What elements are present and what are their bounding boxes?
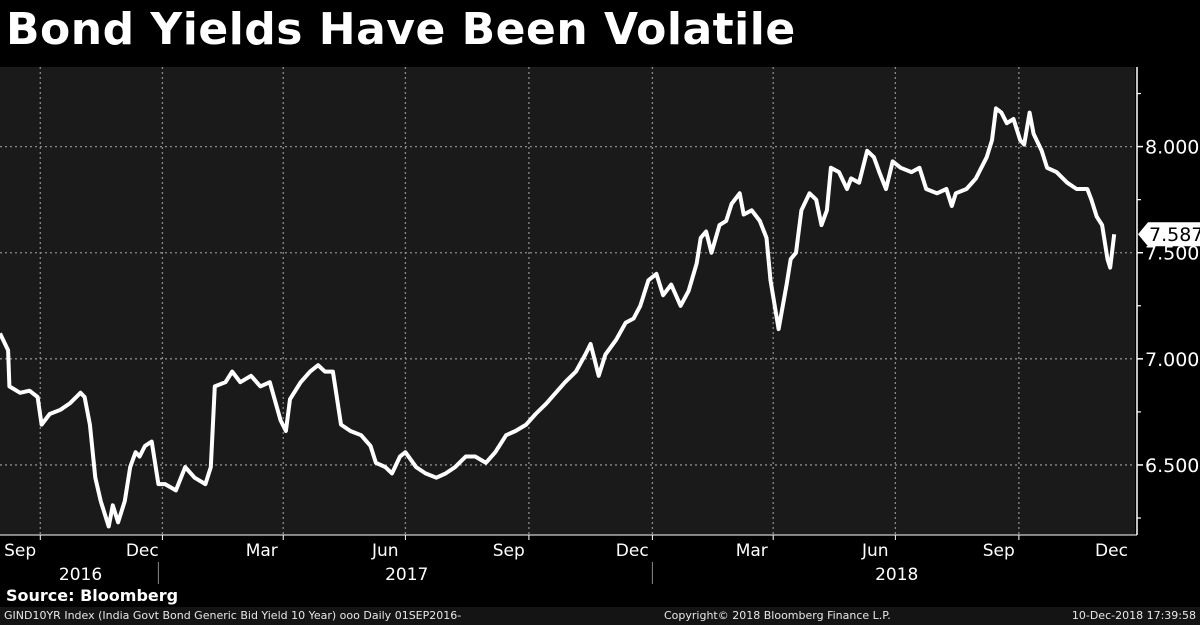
source-note: Source: Bloomberg: [6, 586, 179, 605]
y-axis-ticks: 6.500 7.000 7.500 8.000: [1137, 92, 1199, 519]
x-tick-label: Sep: [493, 541, 525, 561]
timestamp: 10-Dec-2018 17:39:58: [1071, 609, 1196, 622]
x-tick-label: Dec: [126, 541, 159, 561]
last-value-badge: 7.587: [1138, 222, 1200, 247]
x-tick-label: Mar: [246, 541, 278, 561]
year-label: 2017: [385, 565, 428, 585]
y-tick-label: 7.500: [1145, 243, 1199, 265]
series-line-gind10yr: [0, 106, 1117, 529]
x-tick-label: Dec: [1095, 541, 1128, 561]
line-chart: 6.500 7.000 7.500 8.000 Sep Dec Mar Jun Sep Dec M…: [0, 67, 1200, 585]
x-tick-label: Jun: [861, 541, 889, 561]
x-tick-label: Dec: [616, 541, 649, 561]
index-info: GIND10YR Index (India Govt Bond Generic …: [4, 609, 462, 622]
y-tick-label: 6.500: [1145, 455, 1199, 477]
x-axis-ticks: Sep Dec Mar Jun Sep Dec Mar Jun Sep Dec 2016 2017 20…: [4, 535, 1128, 585]
x-tick-label: Jun: [371, 541, 399, 561]
gridlines: [0, 67, 1135, 535]
y-tick-label: 7.000: [1145, 349, 1199, 371]
chart-title: Bond Yields Have Been Volatile: [6, 4, 796, 55]
last-value-label: 7.587: [1149, 224, 1200, 246]
year-label: 2016: [59, 565, 102, 585]
copyright: Copyright© 2018 Bloomberg Finance L.P.: [664, 609, 891, 622]
x-tick-label: Sep: [4, 541, 36, 561]
year-label: 2018: [875, 565, 918, 585]
x-tick-label: Mar: [736, 541, 768, 561]
y-tick-label: 8.000: [1145, 137, 1199, 159]
footer-bar: GIND10YR Index (India Govt Bond Generic …: [0, 607, 1200, 625]
x-tick-label: Sep: [983, 541, 1015, 561]
plot-area: [0, 67, 1135, 535]
